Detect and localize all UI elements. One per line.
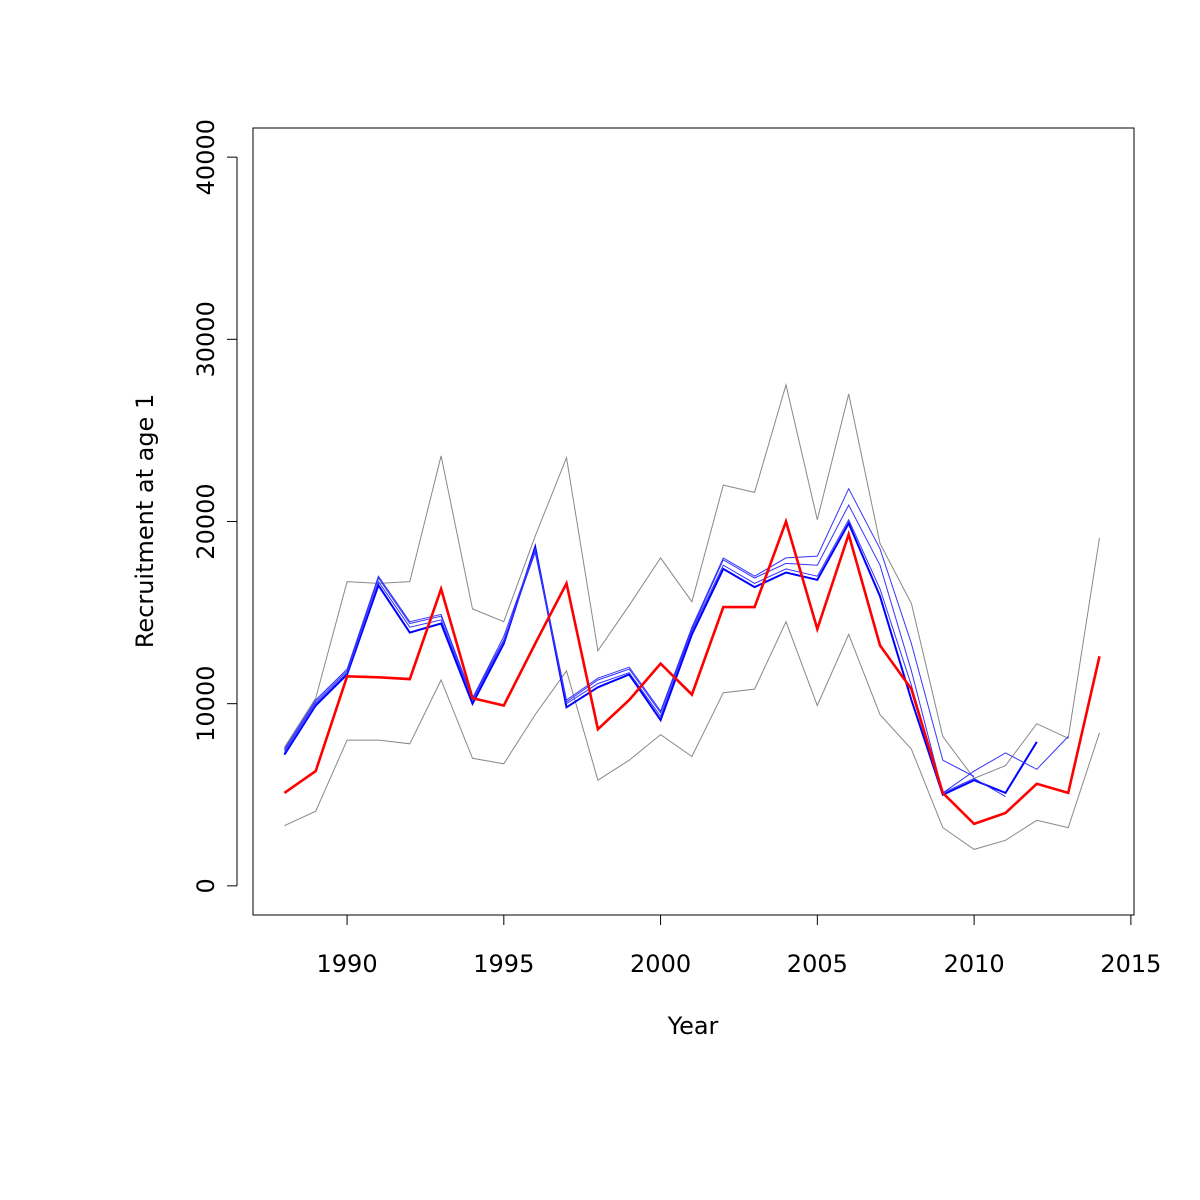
x-tick-label: 2005 [787,950,848,978]
x-tick-label: 1990 [317,950,378,978]
series-line-retrospective [283,487,975,777]
series-line-retrospective [283,504,1069,794]
y-axis-title: Recruitment at age 1 [131,394,159,648]
series-line-upper-bound [283,382,1100,780]
y-tick-label: 30000 [192,301,220,377]
x-axis: 1990 1995 2000 2005 2010 2015 [317,914,1161,978]
x-tick-label: 2015 [1100,950,1161,978]
x-axis-title: Year [667,1012,719,1040]
series-line-lower-bound [284,620,1100,850]
y-tick-label: 10000 [192,665,220,741]
x-tick-label: 1995 [473,950,534,978]
x-tick-label: 2010 [944,950,1005,978]
y-tick-label: 40000 [192,119,220,195]
series-line-retrospective [283,518,1006,798]
series-line-estimate [283,521,1038,797]
series-layer [283,382,1101,850]
y-tick-label: 20000 [192,483,220,559]
y-axis: 0 10000 20000 30000 40000 [192,119,238,893]
y-tick-label: 0 [192,878,220,893]
plot-frame [252,127,1135,916]
x-tick-label: 2000 [630,950,691,978]
series-line-observed [283,517,1101,826]
